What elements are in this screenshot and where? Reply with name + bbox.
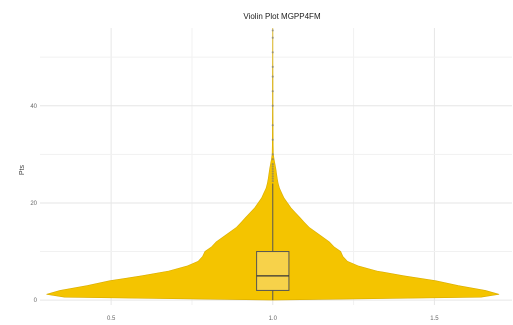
x-tick-label: 0.5 bbox=[107, 316, 116, 322]
outlier-point bbox=[271, 167, 274, 171]
outlier-point bbox=[271, 170, 274, 173]
y-axis-label: Pts bbox=[19, 164, 26, 175]
x-tick-label: 1.0 bbox=[269, 316, 278, 322]
outlier-point bbox=[271, 179, 274, 183]
outlier-point bbox=[271, 51, 274, 54]
outlier-layer bbox=[271, 29, 274, 183]
y-tick-label: 0 bbox=[34, 298, 38, 304]
outlier-point bbox=[271, 124, 274, 127]
outlier-point bbox=[271, 138, 274, 141]
outlier-point bbox=[271, 158, 274, 161]
outlier-point bbox=[271, 177, 274, 180]
x-axis-ticks: 0.5 1.0 1.5 bbox=[107, 316, 439, 322]
chart-title: Violin Plot MGPP4FM bbox=[243, 12, 321, 21]
y-axis-ticks: 0 20 40 bbox=[30, 104, 37, 304]
outlier-point bbox=[271, 36, 274, 39]
outlier-point bbox=[271, 165, 274, 168]
x-tick-label: 1.5 bbox=[430, 316, 439, 322]
outlier-point bbox=[271, 65, 274, 68]
box-layer bbox=[256, 183, 290, 301]
outlier-point bbox=[271, 104, 274, 107]
outlier-point bbox=[271, 90, 274, 93]
box-body bbox=[256, 251, 290, 291]
outlier-point bbox=[271, 153, 274, 156]
y-tick-label: 20 bbox=[30, 201, 37, 207]
outlier-point bbox=[271, 29, 274, 32]
y-tick-label: 40 bbox=[30, 104, 37, 110]
outlier-point bbox=[271, 172, 274, 175]
outlier-point bbox=[271, 75, 274, 78]
outlier-point bbox=[271, 162, 274, 166]
outlier-point bbox=[271, 175, 274, 178]
